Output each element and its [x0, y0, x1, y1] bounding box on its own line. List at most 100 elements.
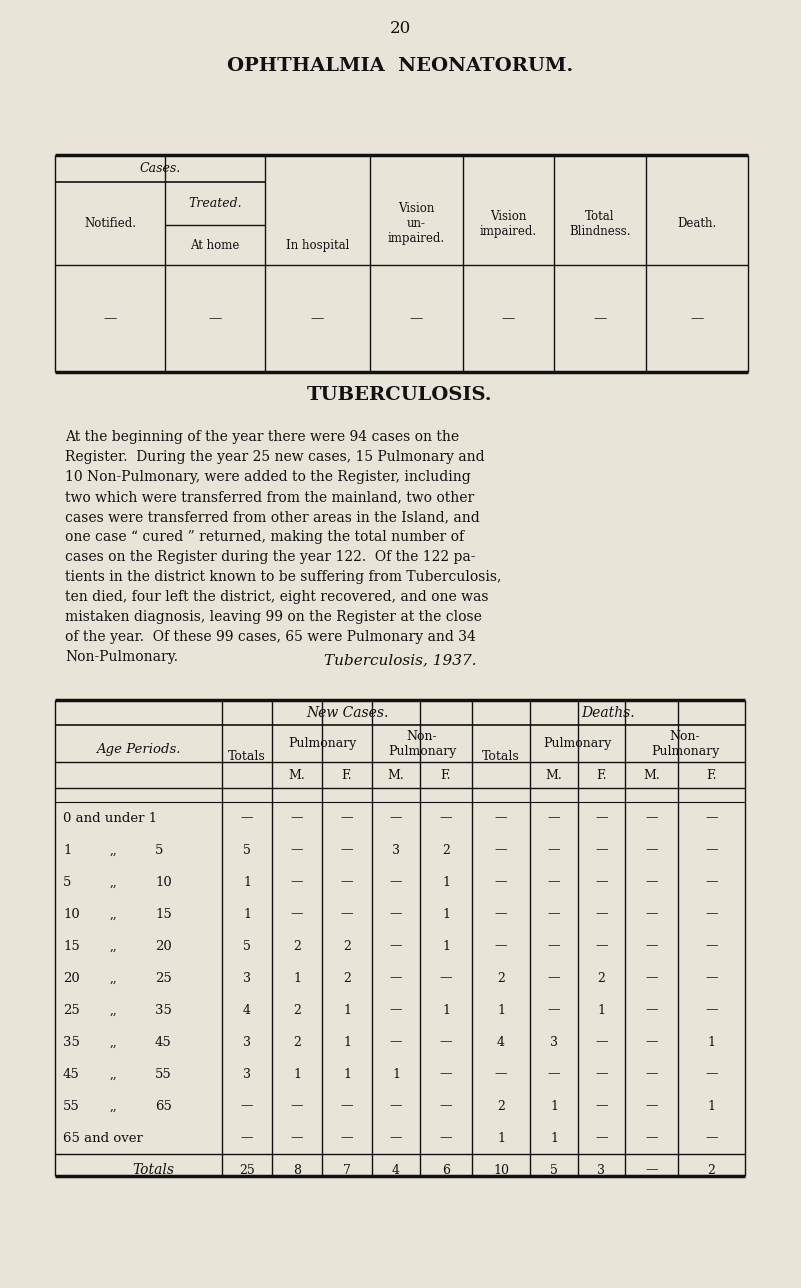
Text: 5: 5 — [243, 844, 251, 857]
Text: —: — — [241, 1100, 253, 1113]
Text: —: — — [103, 312, 117, 325]
Text: 20: 20 — [63, 971, 80, 984]
Text: ,,: ,, — [110, 971, 118, 984]
Text: Tuberculosis, 1937.: Tuberculosis, 1937. — [324, 653, 477, 667]
Text: —: — — [646, 844, 658, 857]
Text: 2: 2 — [343, 939, 351, 953]
Text: Vision
impaired.: Vision impaired. — [480, 210, 537, 237]
Text: —: — — [440, 1131, 453, 1145]
Text: 2: 2 — [707, 1163, 715, 1176]
Text: 5: 5 — [155, 844, 163, 857]
Text: 1: 1 — [293, 971, 301, 984]
Text: —: — — [390, 1036, 402, 1048]
Text: 10 Non-Pulmonary, were added to the Register, including: 10 Non-Pulmonary, were added to the Regi… — [65, 470, 471, 484]
Text: —: — — [548, 811, 560, 824]
Text: —: — — [495, 1068, 507, 1081]
Text: F.: F. — [441, 769, 451, 782]
Text: —: — — [291, 1100, 304, 1113]
Text: 1: 1 — [497, 1003, 505, 1016]
Text: 15: 15 — [63, 939, 80, 953]
Text: 3: 3 — [550, 1036, 558, 1048]
Text: 2: 2 — [343, 971, 351, 984]
Text: —: — — [340, 876, 353, 889]
Text: —: — — [311, 312, 324, 325]
Text: —: — — [495, 876, 507, 889]
Text: 1: 1 — [343, 1036, 351, 1048]
Text: 10: 10 — [493, 1163, 509, 1176]
Text: —: — — [390, 1003, 402, 1016]
Text: Deaths.: Deaths. — [582, 706, 635, 720]
Text: 7: 7 — [343, 1163, 351, 1176]
Text: —: — — [705, 939, 718, 953]
Text: mistaken diagnosis, leaving 99 on the Register at the close: mistaken diagnosis, leaving 99 on the Re… — [65, 611, 482, 623]
Text: New Cases.: New Cases. — [306, 706, 388, 720]
Text: 1: 1 — [497, 1131, 505, 1145]
Text: two which were transferred from the mainland, two other: two which were transferred from the main… — [65, 489, 474, 504]
Text: —: — — [390, 876, 402, 889]
Text: —: — — [440, 971, 453, 984]
Text: M.: M. — [388, 769, 405, 782]
Text: —: — — [208, 312, 222, 325]
Text: —: — — [705, 876, 718, 889]
Text: 2: 2 — [293, 1003, 301, 1016]
Text: —: — — [390, 1131, 402, 1145]
Text: —: — — [595, 1068, 608, 1081]
Text: tients in the district known to be suffering from Tuberculosis,: tients in the district known to be suffe… — [65, 571, 501, 583]
Text: cases were transferred from other areas in the Island, and: cases were transferred from other areas … — [65, 510, 480, 524]
Text: 65 and over: 65 and over — [63, 1131, 143, 1145]
Text: —: — — [594, 312, 606, 325]
Text: —: — — [440, 1036, 453, 1048]
Text: 20: 20 — [155, 939, 171, 953]
Text: ,,: ,, — [110, 908, 118, 921]
Text: 1: 1 — [598, 1003, 606, 1016]
Text: 8: 8 — [293, 1163, 301, 1176]
Text: 25: 25 — [239, 1163, 255, 1176]
Text: 20: 20 — [389, 19, 411, 36]
Text: —: — — [705, 1131, 718, 1145]
Text: —: — — [340, 908, 353, 921]
Text: —: — — [646, 811, 658, 824]
Text: 4: 4 — [392, 1163, 400, 1176]
Text: 5: 5 — [63, 876, 71, 889]
Text: Notified.: Notified. — [84, 216, 136, 231]
Text: Death.: Death. — [678, 216, 717, 231]
Text: 1: 1 — [707, 1100, 715, 1113]
Text: —: — — [705, 1068, 718, 1081]
Text: —: — — [291, 876, 304, 889]
Text: Cases.: Cases. — [139, 162, 180, 175]
Text: —: — — [390, 971, 402, 984]
Text: ,,: ,, — [110, 876, 118, 889]
Text: Totals: Totals — [228, 750, 266, 762]
Text: —: — — [646, 971, 658, 984]
Text: —: — — [595, 876, 608, 889]
Text: —: — — [548, 844, 560, 857]
Text: —: — — [595, 908, 608, 921]
Text: —: — — [646, 1003, 658, 1016]
Text: 35: 35 — [155, 1003, 172, 1016]
Text: Totals: Totals — [482, 750, 520, 762]
Text: At home: At home — [191, 238, 239, 251]
Text: Total
Blindness.: Total Blindness. — [570, 210, 630, 237]
Text: —: — — [595, 844, 608, 857]
Text: 3: 3 — [243, 1068, 251, 1081]
Text: 55: 55 — [155, 1068, 171, 1081]
Text: ,,: ,, — [110, 1003, 118, 1016]
Text: In hospital: In hospital — [286, 238, 349, 251]
Text: —: — — [390, 908, 402, 921]
Text: —: — — [646, 1036, 658, 1048]
Text: —: — — [241, 811, 253, 824]
Text: —: — — [705, 811, 718, 824]
Text: of the year.  Of these 99 cases, 65 were Pulmonary and 34: of the year. Of these 99 cases, 65 were … — [65, 630, 476, 644]
Text: M.: M. — [288, 769, 305, 782]
Text: —: — — [595, 1131, 608, 1145]
Text: —: — — [495, 811, 507, 824]
Text: 65: 65 — [155, 1100, 172, 1113]
Text: 1: 1 — [343, 1003, 351, 1016]
Text: —: — — [595, 1036, 608, 1048]
Text: —: — — [595, 1100, 608, 1113]
Text: 1: 1 — [392, 1068, 400, 1081]
Text: —: — — [495, 908, 507, 921]
Text: 2: 2 — [598, 971, 606, 984]
Text: At the beginning of the year there were 94 cases on the: At the beginning of the year there were … — [65, 430, 459, 444]
Text: 55: 55 — [63, 1100, 80, 1113]
